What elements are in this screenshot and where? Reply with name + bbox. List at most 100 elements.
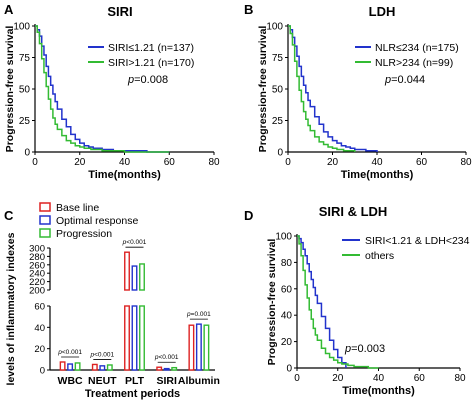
panel-d-x-tick-label: 20 bbox=[332, 373, 344, 384]
panel-d-y-tick-label: 80 bbox=[281, 258, 293, 269]
panel-b-y-axis-label: Progression-free survival bbox=[257, 26, 269, 153]
panel-c-x-axis-label: Treatment periods bbox=[85, 388, 180, 400]
panel-b-p-value: p=0.044 bbox=[384, 74, 425, 86]
panel-c-bar-PLT-2-upper bbox=[139, 263, 145, 291]
panel-c-legend-swatch-2 bbox=[39, 228, 51, 238]
panel-d-y-axis-label: Progression-free survival bbox=[266, 239, 278, 366]
panel-letter-a: A bbox=[4, 2, 14, 17]
panel-d-y-tick-label: 60 bbox=[281, 284, 293, 295]
panel-b-y-tick-label: 75 bbox=[272, 53, 284, 64]
panel-c-y-tick-label: 220 bbox=[29, 277, 45, 288]
panel-c-bar-PLT-1-upper bbox=[131, 265, 138, 291]
panel-c-legend-label-0: Base line bbox=[56, 202, 99, 214]
panel-a-legend-label-1: SIRI>1.21 (n=170) bbox=[108, 57, 194, 69]
panel-a-y-tick-label: 100 bbox=[13, 22, 30, 33]
panel-c-y-axis-label: levels of inflammatory indexes bbox=[5, 232, 17, 385]
panel-d-p-value: p=0.003 bbox=[344, 343, 385, 355]
panel-a-x-tick-label: 0 bbox=[32, 157, 38, 168]
panel-d-title: SIRI & LDH bbox=[319, 204, 388, 219]
panel-c-bar-PLT-2-lower bbox=[139, 305, 145, 371]
panel-a-title: SIRI bbox=[107, 4, 132, 19]
panel-b-y-tick-label: 50 bbox=[272, 85, 284, 96]
panel-c-sig-label: p=0.001 bbox=[186, 311, 211, 318]
panel-b-legend-label-0: NLR≤234 (n=175) bbox=[375, 42, 459, 54]
panel-c-bar-NEUT-2 bbox=[106, 364, 113, 371]
panel-b-legend-label-1: NLR>234 (n=99) bbox=[375, 57, 453, 69]
panel-a-x-tick-label: 20 bbox=[74, 157, 86, 168]
panel-c-bar-SIRI-1 bbox=[163, 367, 170, 371]
panel-c-y-tick-label: 300 bbox=[29, 244, 45, 255]
panel-a-x-axis-label: Time(months) bbox=[88, 169, 161, 181]
panel-b-y-tick-label: 100 bbox=[266, 22, 283, 33]
panel-a-x-tick-label: 60 bbox=[164, 157, 176, 168]
panel-d-x-tick-label: 40 bbox=[373, 373, 385, 384]
panel-c-legend-swatch-0 bbox=[39, 202, 51, 212]
panel-d: D SIRI & LDH 0 20 40 60 80 100 0 20 40 60 80 Time(m… bbox=[244, 204, 470, 397]
panel-c-bar-PLT-0-lower bbox=[124, 305, 130, 371]
panel-a-series-0-curve bbox=[35, 25, 170, 153]
panel-c-bar-PLT-1-lower bbox=[131, 305, 138, 371]
panel-c-y-tick-label: 240 bbox=[29, 269, 45, 280]
panel-b-y-tick-label: 25 bbox=[272, 116, 284, 127]
panel-d-y-tick-label: 20 bbox=[281, 337, 293, 348]
panel-b-series-1-curve bbox=[288, 25, 356, 152]
panel-c-bar-Albumin-1 bbox=[195, 323, 202, 371]
panel-c-bar-SIRI-2 bbox=[171, 366, 178, 371]
panel-d-x-tick-label: 60 bbox=[414, 373, 426, 384]
panel-a-y-tick-label: 0 bbox=[24, 148, 30, 159]
panel-b-x-tick-label: 60 bbox=[416, 157, 428, 168]
panel-c-bar-NEUT-1 bbox=[99, 365, 106, 371]
panel-c-bar-Albumin-2 bbox=[203, 324, 210, 371]
panel-c-y-tick-label: 0 bbox=[40, 366, 45, 377]
panel-a-y-tick-label: 25 bbox=[19, 116, 31, 127]
panel-d-legend-label-1: others bbox=[365, 250, 394, 262]
panel-c-y-tick-label: 260 bbox=[29, 260, 45, 271]
panel-d-x-axis-label: Time(months) bbox=[342, 385, 415, 397]
panel-c-sig-label: p<0.001 bbox=[154, 354, 179, 361]
panel-c-category-label: Albumin bbox=[178, 375, 220, 387]
panel-a-y-axis-label: Progression-free survival bbox=[4, 26, 16, 153]
panel-b-title: LDH bbox=[369, 4, 396, 19]
panel-a-x-tick-label: 80 bbox=[208, 157, 220, 168]
panel-c-y-tick-label: 20 bbox=[34, 344, 45, 355]
panel-c-bar-WBC-1 bbox=[67, 363, 74, 371]
panel-a: A SIRI 0 25 50 75 100 0 20 40 60 80 Time(months) Pr… bbox=[4, 2, 220, 181]
panel-letter-d: D bbox=[244, 208, 253, 223]
panel-c-y-tick-label: 60 bbox=[34, 302, 45, 313]
panel-c-bar-NEUT-0 bbox=[91, 363, 98, 371]
panel-c-legend-label-2: Progression bbox=[56, 228, 112, 240]
panel-c-bar-WBC-0 bbox=[59, 361, 66, 371]
panel-a-y-tick-label: 50 bbox=[19, 85, 31, 96]
panel-d-x-tick-label: 0 bbox=[294, 373, 300, 384]
panel-a-series-1-curve bbox=[35, 25, 170, 153]
panel-c-y-tick-label: 200 bbox=[29, 286, 45, 297]
panel-c-sig-label: p<0.001 bbox=[57, 349, 82, 356]
panel-b: B LDH 0 25 50 75 100 0 20 40 60 80 Time(months) Pro… bbox=[244, 2, 472, 181]
panel-c-bar-Albumin-0 bbox=[188, 324, 195, 371]
panel-c-sig-label: p<0.001 bbox=[89, 351, 114, 358]
panel-c-legend-swatch-1 bbox=[39, 215, 51, 225]
panel-c-y-tick-label: 40 bbox=[34, 323, 45, 334]
panel-b-y-tick-label: 0 bbox=[277, 148, 283, 159]
panel-letter-c: C bbox=[4, 208, 14, 223]
panel-letter-b: B bbox=[244, 2, 253, 17]
panel-a-legend-label-0: SIRI≤1.21 (n=137) bbox=[108, 42, 194, 54]
panel-c-legend-label-1: Optimal response bbox=[56, 215, 138, 227]
panel-c-bar-PLT-0-upper bbox=[124, 251, 130, 291]
panel-d-y-tick-label: 100 bbox=[275, 232, 292, 243]
panel-b-x-tick-label: 80 bbox=[460, 157, 472, 168]
panel-b-series-0-curve bbox=[288, 25, 378, 152]
panel-d-y-tick-label: 0 bbox=[286, 364, 292, 375]
panel-d-y-tick-label: 40 bbox=[281, 311, 293, 322]
panel-d-x-tick-label: 80 bbox=[454, 373, 466, 384]
panel-c-category-label: SIRI bbox=[156, 375, 177, 387]
panel-b-x-tick-label: 0 bbox=[285, 157, 291, 168]
panel-c-category-label: WBC bbox=[58, 375, 83, 387]
panel-c-sig-label: p<0.001 bbox=[122, 239, 147, 246]
panel-d-series-1-curve bbox=[297, 235, 379, 369]
panel-a-p-value: p=0.008 bbox=[127, 74, 168, 86]
panel-b-x-tick-label: 20 bbox=[327, 157, 339, 168]
panel-c-y-tick-label: 280 bbox=[29, 252, 45, 263]
